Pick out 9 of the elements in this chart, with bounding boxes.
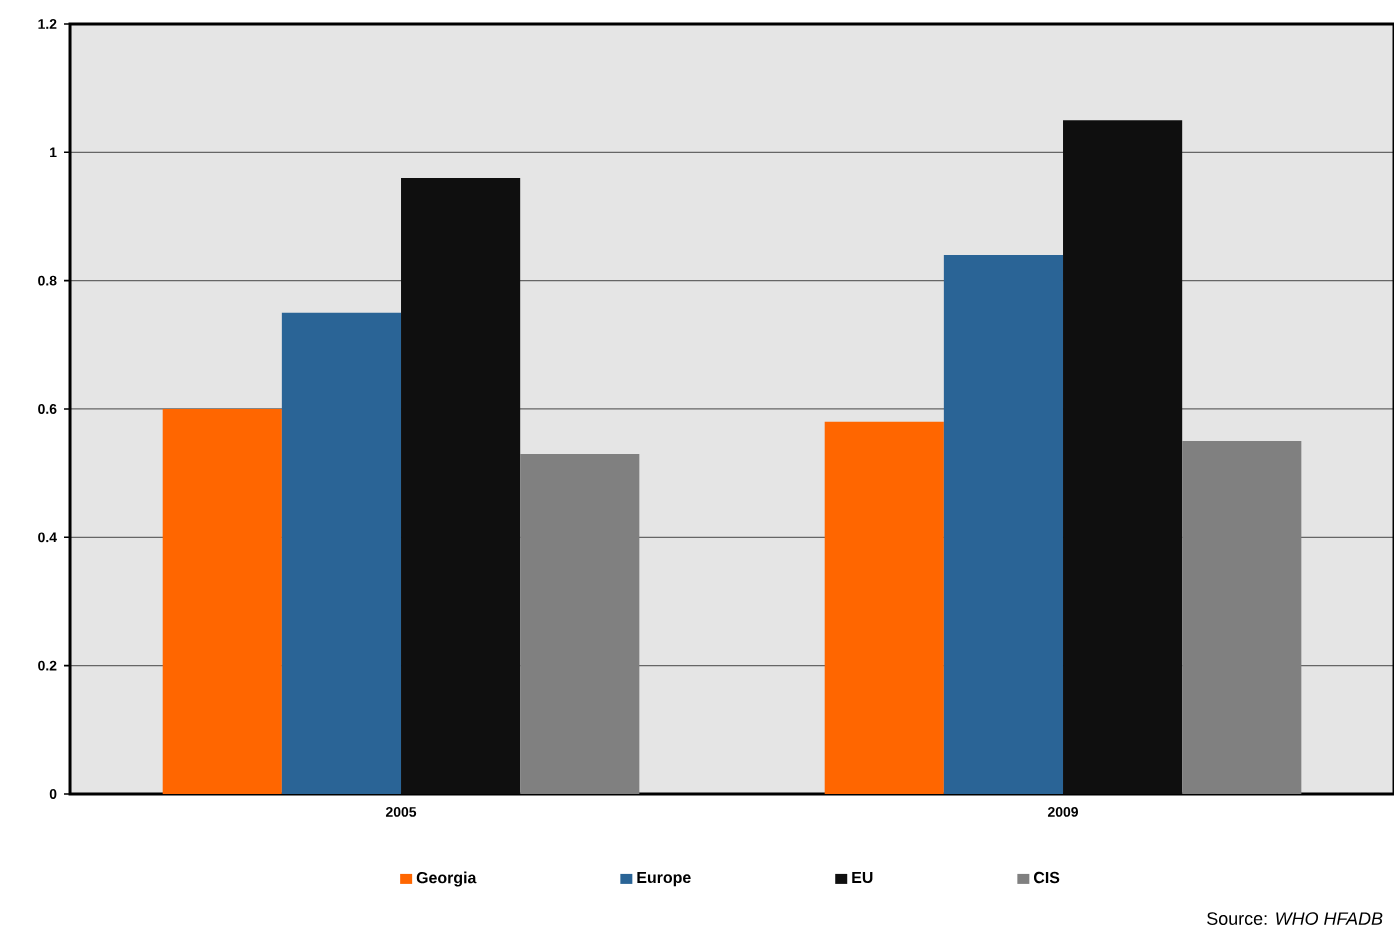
bar [520,453,640,794]
bar [824,421,944,794]
bar [943,254,1064,794]
bar [1063,120,1183,794]
bar [162,408,282,794]
source-note: Source: WHO HFADB [1207,912,1383,925]
bar [401,177,521,794]
bar [1182,441,1302,794]
bar [281,312,402,794]
